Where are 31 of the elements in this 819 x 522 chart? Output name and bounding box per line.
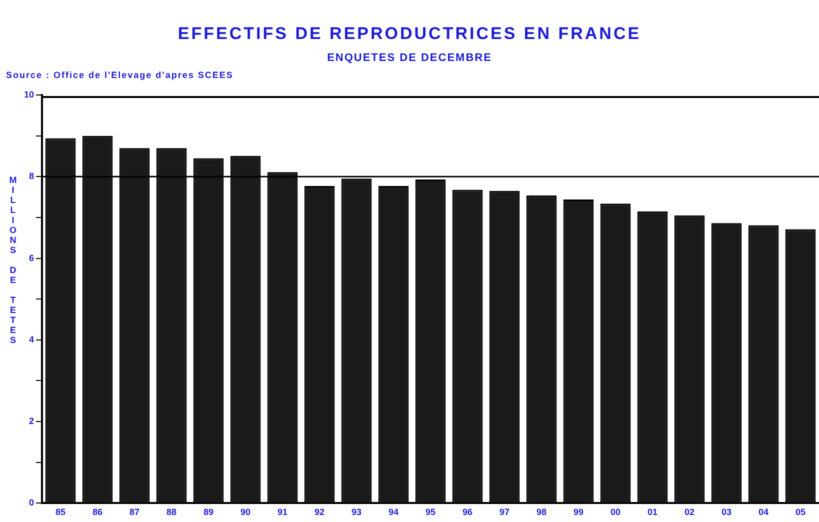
y-tick-label: 8 <box>28 171 34 182</box>
x-tick-label: 94 <box>388 507 399 518</box>
x-tick-label: 85 <box>56 507 66 518</box>
x-tick-label: 01 <box>647 507 658 518</box>
x-tick-label: 89 <box>204 507 214 518</box>
source-note: Source : Office de l'Elevage d'apres SCEES <box>6 70 234 80</box>
x-tick-label: 96 <box>462 507 473 518</box>
x-tick-label: 97 <box>499 507 510 518</box>
x-tick-label: 88 <box>166 507 177 518</box>
y-tick-label: 4 <box>28 334 34 344</box>
x-tick-label: 05 <box>795 507 806 518</box>
x-tick-label: 95 <box>426 507 436 518</box>
x-tick-label: 86 <box>92 507 103 518</box>
y-axis-title: MILLIONS DE TETES <box>8 175 18 345</box>
x-tick-label: 92 <box>314 507 325 518</box>
x-tick-label: 91 <box>278 507 288 518</box>
y-tick-label: 0 <box>28 498 34 508</box>
x-tick-label: 02 <box>684 507 695 518</box>
chart-title: EFFECTIFS DE REPRODUCTRICES EN FRANCE <box>176 24 642 44</box>
x-tick-label: 90 <box>240 507 251 518</box>
y-tick-label: 2 <box>28 416 34 426</box>
y-tick-label: 6 <box>28 252 34 263</box>
x-tick-label: 03 <box>721 507 732 518</box>
x-tick-label: 93 <box>352 507 362 518</box>
x-tick-label: 99 <box>573 507 584 518</box>
chart-subtitle: ENQUETES DE DECEMBRE <box>326 52 493 64</box>
x-tick-label: 98 <box>536 507 547 518</box>
x-tick-label: 04 <box>758 507 769 518</box>
x-tick-label: 87 <box>130 507 140 518</box>
x-tick-label: 00 <box>610 507 621 518</box>
y-tick-label: 10 <box>24 89 34 100</box>
